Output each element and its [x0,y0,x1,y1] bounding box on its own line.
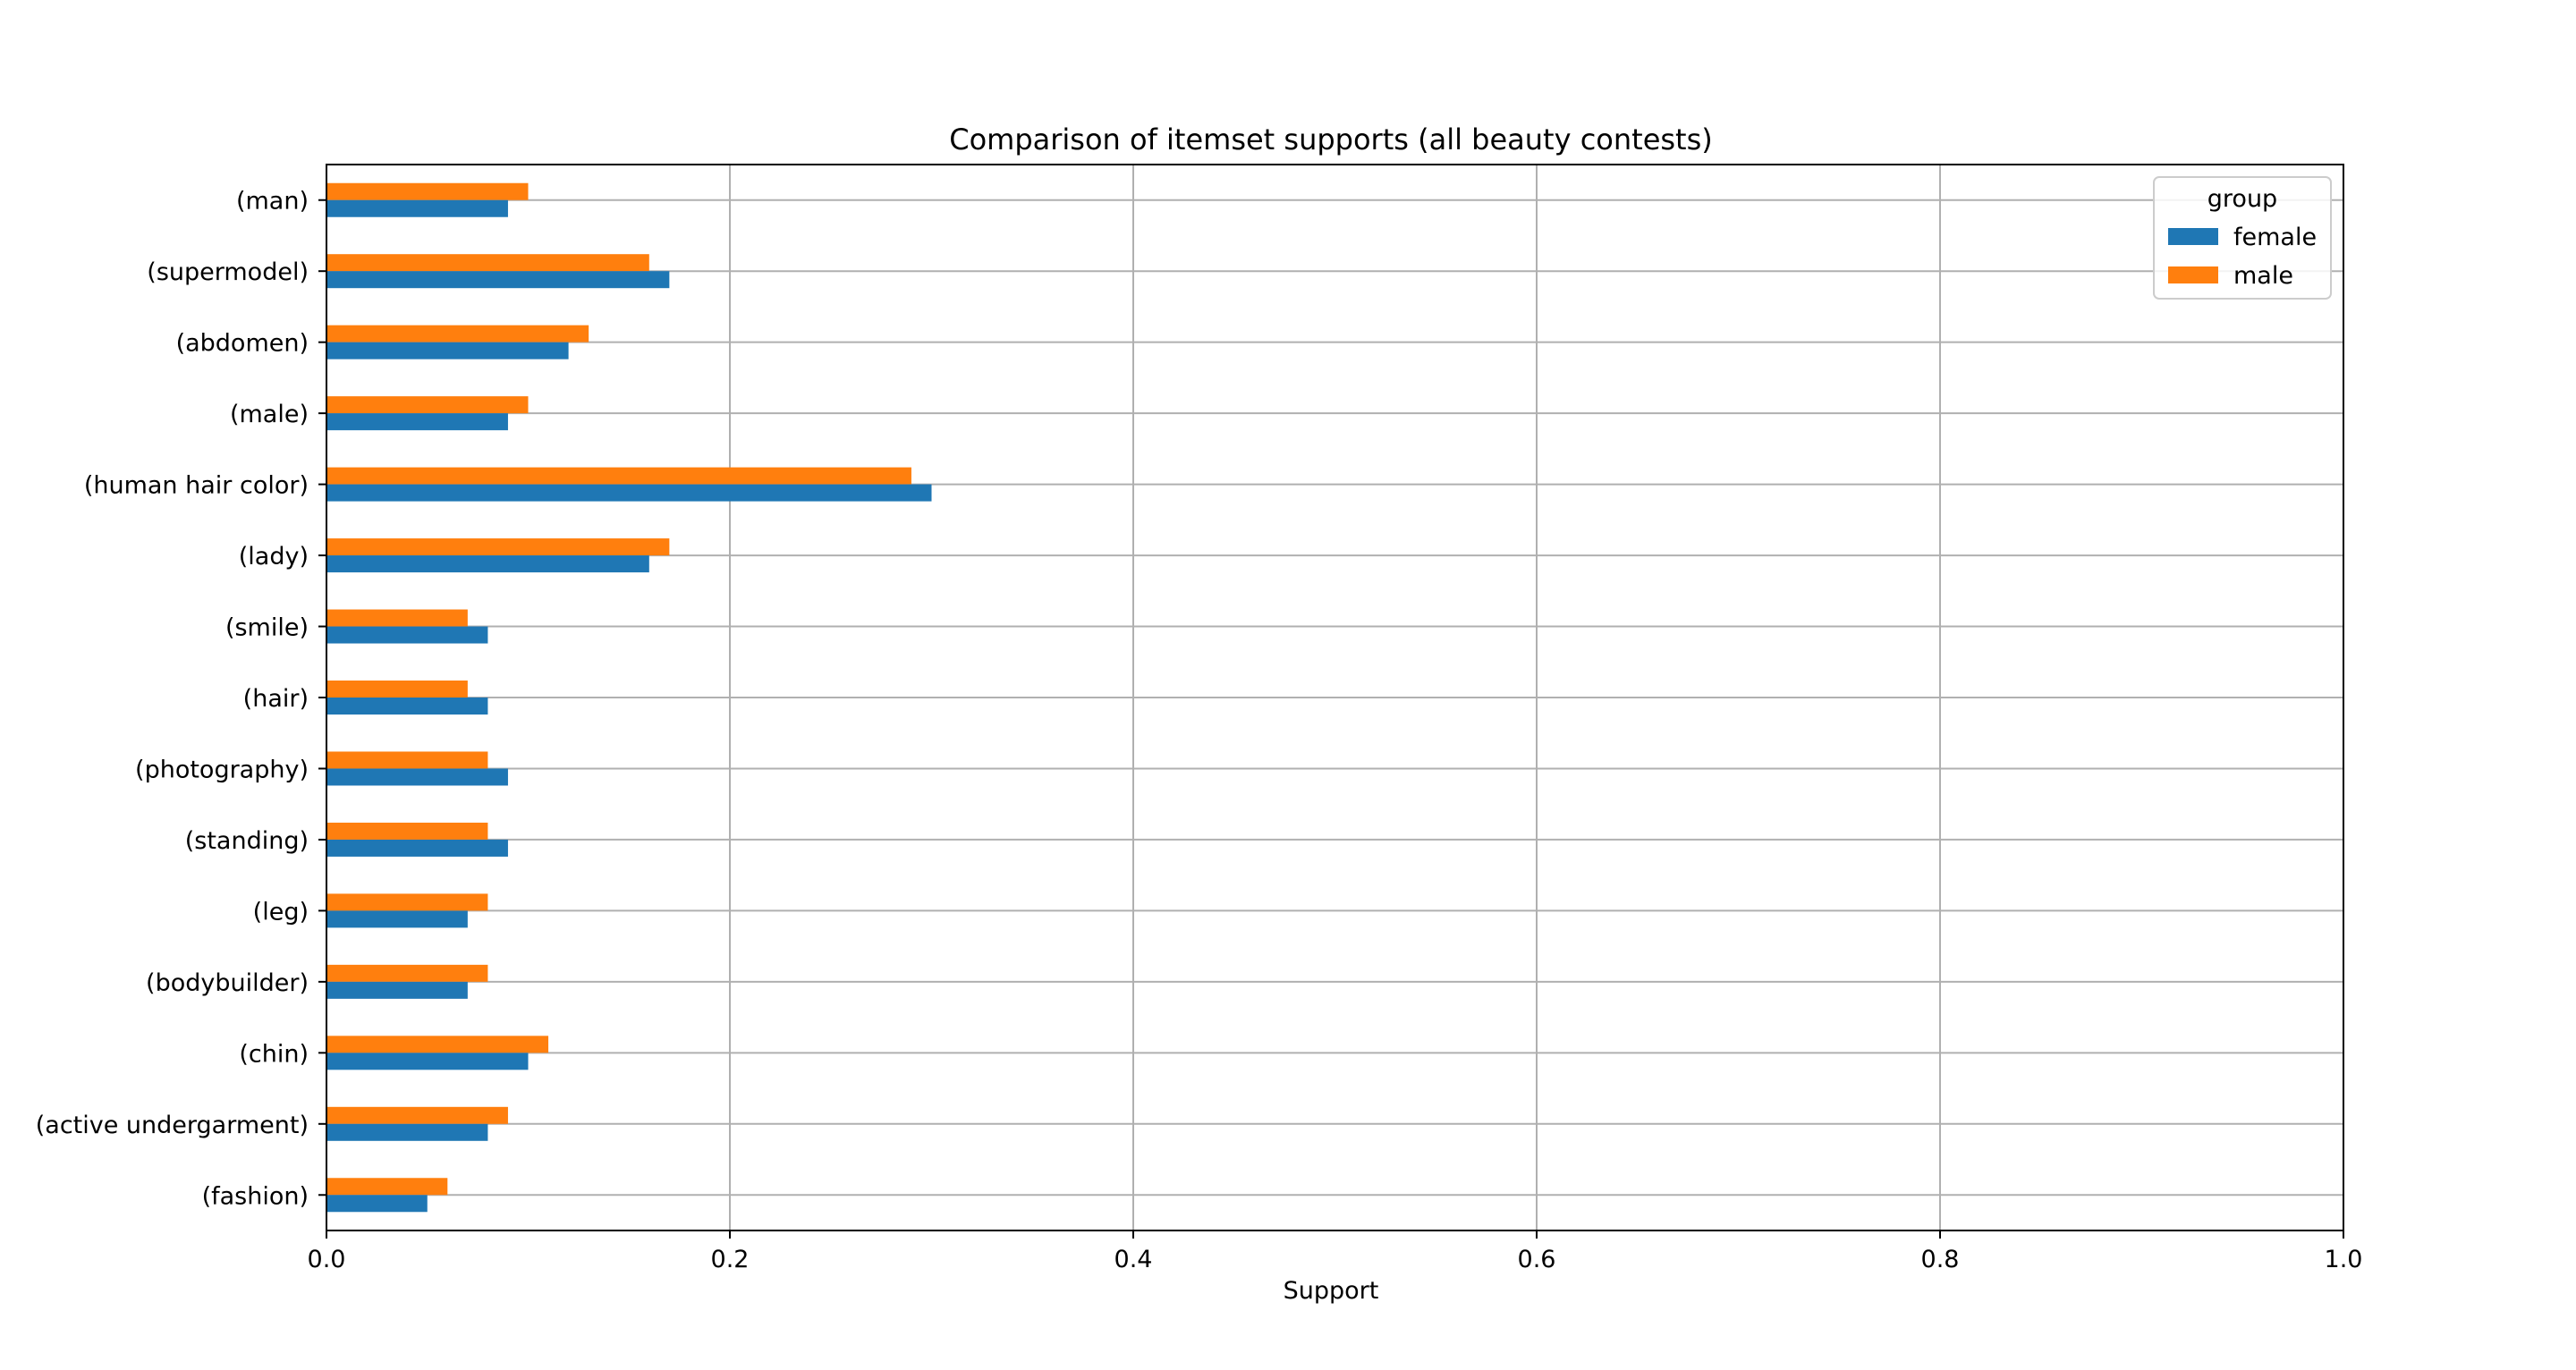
bar-male [326,893,488,911]
bar-female [326,342,569,359]
bar-male [326,751,488,769]
legend-swatch-male [2168,266,2218,283]
bar-female [326,698,488,715]
x-axis-label: Support [1284,1277,1379,1305]
bar-female [326,839,508,857]
x-tick-label: 0.0 [308,1246,346,1273]
bar-female [326,484,932,502]
legend-label-male: male [2233,262,2293,290]
axis-layer: 0.0 0.2 0.4 0.6 0.8 1.0 (man) (supermodel) (abdo… [36,164,2363,1273]
bar-female [326,910,468,928]
y-tick-label: (bodybuilder) [146,969,309,997]
y-tick-label: (standing) [185,827,309,855]
y-tick-label: (male) [230,401,309,428]
y-tick-label: (hair) [243,685,309,713]
x-tick-label: 0.2 [711,1246,750,1273]
bar-female [326,768,508,786]
y-tick-label: (abdomen) [176,330,309,358]
bar-layer [326,182,932,1213]
x-tick-label: 1.0 [2325,1246,2363,1273]
legend-swatch-female [2168,228,2218,245]
y-tick-label: (chin) [239,1040,309,1068]
bar-male [326,964,488,982]
y-tick-label: (active undergarment) [36,1112,309,1139]
x-tick-label: 0.4 [1114,1246,1153,1273]
bar-male [326,1036,549,1053]
bar-female [326,1123,488,1141]
chart-title: Comparison of itemset supports (all beau… [949,123,1713,156]
x-tick-label: 0.6 [1518,1246,1556,1273]
bar-female [326,1053,529,1070]
bar-male [326,467,911,485]
y-tick-label: (man) [236,188,309,216]
legend-label-female: female [2233,224,2317,251]
y-tick-label: (smile) [225,614,309,642]
bar-female [326,199,508,217]
bar-male [326,822,488,840]
bar-male [326,1106,508,1124]
bar-female [326,981,468,999]
x-tick-label: 0.8 [1921,1246,1960,1273]
bar-male [326,182,529,200]
bar-female [326,626,488,644]
bar-male [326,396,529,414]
legend-title: group [2207,185,2277,213]
bar-male [326,1178,448,1196]
bar-male [326,254,649,272]
legend: group female male [2153,176,2332,300]
y-tick-label: (fashion) [202,1182,309,1210]
bar-female [326,413,508,431]
y-tick-label: (lady) [239,543,309,571]
y-tick-label: (photography) [135,756,309,783]
bar-female [326,555,649,573]
bar-male [326,681,468,698]
bar-male [326,325,589,342]
bar-female [326,1195,428,1213]
y-tick-label: (supermodel) [147,258,309,286]
y-tick-label: (human hair color) [84,472,309,500]
y-tick-label: (leg) [253,898,309,926]
bar-male [326,538,670,556]
bar-female [326,271,670,289]
bar-male [326,609,468,627]
